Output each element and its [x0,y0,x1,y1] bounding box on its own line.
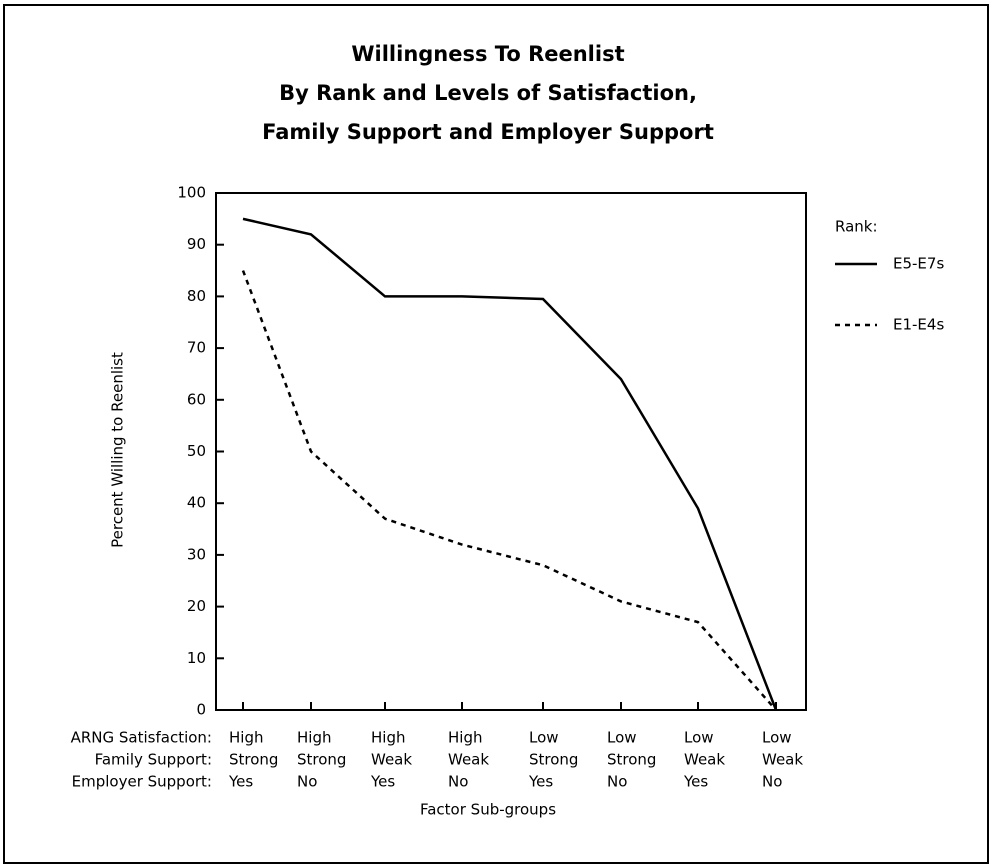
row-label: Family Support: [95,751,212,769]
frame [3,4,989,864]
x-tick-label: Weak [371,751,412,769]
x-tick-label: High [448,729,482,747]
x-tick-label: High [297,729,331,747]
x-tick-label: Low [684,729,714,747]
legend-label: E1-E4s [893,316,944,334]
plot-area [215,192,807,711]
data-line [242,217,778,711]
y-axis-label: Percent Willing to Reenlist [109,352,127,548]
x-tick-label: Yes [370,773,395,791]
x-tick-label: Strong [607,751,656,769]
x-tick-label: No [607,773,627,791]
x-tick-label: Low [762,729,792,747]
y-tick-label: 80 [187,287,206,305]
chart-title: Family Support and Employer Support [262,120,714,144]
y-tick-label: 90 [187,235,206,253]
x-tick-label: Strong [297,751,346,769]
row-label: Employer Support: [72,773,212,791]
y-tick-label: 50 [187,442,206,460]
x-tick-label: Weak [448,751,489,769]
chart-title: Willingness To Reenlist [351,42,624,66]
x-tick-label: High [371,729,405,747]
x-tick-label: Low [529,729,559,747]
legend-title: Rank: [835,218,878,236]
x-tick-label: No [448,773,468,791]
x-tick-label: No [297,773,317,791]
legend-label: E5-E7s [893,255,944,273]
x-tick-label: Weak [762,751,803,769]
y-tick-label: 10 [187,649,206,667]
x-tick-label: Yes [528,773,553,791]
x-axis-label: Factor Sub-groups [420,801,556,819]
x-tick-label: Weak [684,751,725,769]
y-tick-label: 0 [196,701,206,719]
y-tick-label: 20 [187,597,206,615]
y-tick-label: 70 [187,339,206,357]
x-tick-label: Yes [683,773,708,791]
x-tick-label: Yes [228,773,253,791]
y-tick-label: 40 [187,494,206,512]
row-label: ARNG Satisfaction: [71,729,212,747]
x-tick-label: Strong [529,751,578,769]
x-tick-label: Low [607,729,637,747]
chart-title: By Rank and Levels of Satisfaction, [279,81,697,105]
y-tick-label: 100 [177,184,206,202]
y-tick-label: 30 [187,545,206,563]
y-tick-label: 60 [187,390,206,408]
x-tick-label: Strong [229,751,278,769]
data-line [241,270,777,711]
x-tick-label: No [762,773,782,791]
x-tick-label: High [229,729,263,747]
